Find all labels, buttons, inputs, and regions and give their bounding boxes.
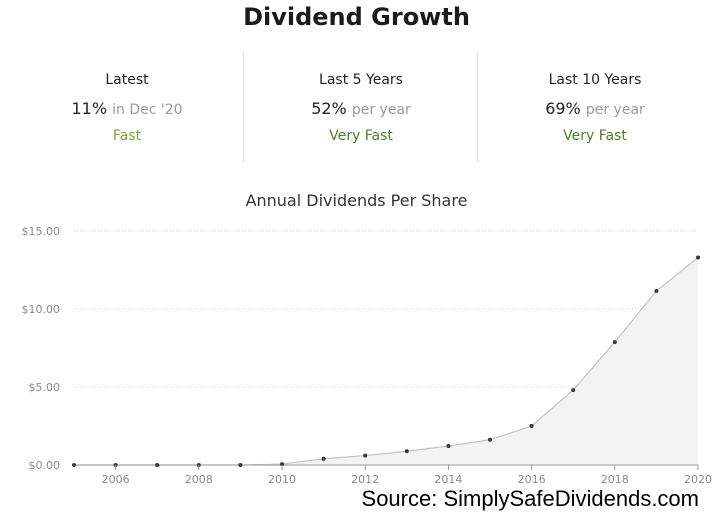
stats-panel: Latest 11% in Dec '20 Fast Last 5 Years …	[10, 52, 712, 162]
stat-label: Last 10 Years	[548, 72, 642, 88]
stat-suffix: per year	[351, 102, 411, 118]
stat-value-row: 69% per year	[478, 99, 712, 118]
y-tick-label: $10.00	[22, 303, 61, 316]
stat-value: 69%	[545, 99, 581, 118]
data-point	[238, 463, 243, 467]
x-tick-label: 2012	[351, 473, 379, 486]
stat-latest: Latest 11% in Dec '20 Fast	[10, 52, 244, 162]
data-point	[612, 340, 617, 345]
x-tick-label: 2010	[268, 473, 296, 486]
page-title: Dividend Growth	[243, 3, 470, 31]
series-area	[74, 257, 698, 465]
data-point	[404, 449, 409, 454]
stat-value-row: 11% in Dec '20	[10, 99, 244, 118]
stat-rating: Very Fast	[329, 128, 393, 144]
x-tick-label: 2006	[102, 473, 130, 486]
x-tick-label: 2016	[518, 473, 546, 486]
data-point	[321, 456, 326, 461]
y-tick-label: $15.00	[22, 225, 61, 238]
stat-label: Latest	[105, 72, 149, 88]
data-point	[280, 462, 284, 467]
divider	[243, 52, 244, 162]
stat-suffix: in Dec '20	[112, 102, 183, 118]
chart-title: Annual Dividends Per Share	[245, 191, 468, 210]
stat-value: 52%	[311, 99, 347, 118]
data-point	[363, 453, 368, 458]
stat-rating: Very Fast	[563, 128, 627, 144]
divider	[477, 52, 478, 162]
x-tick-label: 2018	[601, 473, 629, 486]
data-point	[696, 255, 700, 260]
stat-rating: Fast	[112, 128, 142, 144]
stat-label: Last 5 Years	[319, 72, 403, 88]
data-point	[446, 443, 451, 448]
x-tick-label: 2020	[684, 473, 712, 486]
y-tick-label: $5.00	[29, 381, 61, 394]
x-tick-label: 2008	[185, 473, 213, 486]
data-point	[654, 289, 659, 294]
y-tick-label: $0.00	[29, 459, 61, 472]
stat-value-row: 52% per year	[244, 99, 478, 118]
data-point	[571, 388, 576, 393]
x-tick-label: 2014	[434, 473, 462, 486]
data-point	[72, 463, 76, 467]
stat-value: 11%	[71, 99, 108, 118]
stat-last-10-years: Last 10 Years 69% per year Very Fast	[478, 52, 712, 162]
source-caption: Source: SimplySafeDividends.com	[361, 486, 699, 511]
stat-suffix: per year	[585, 102, 645, 118]
data-point	[155, 463, 160, 467]
data-point	[488, 437, 492, 442]
stat-last-5-years: Last 5 Years 52% per year Very Fast	[244, 52, 478, 162]
data-point	[529, 424, 534, 428]
